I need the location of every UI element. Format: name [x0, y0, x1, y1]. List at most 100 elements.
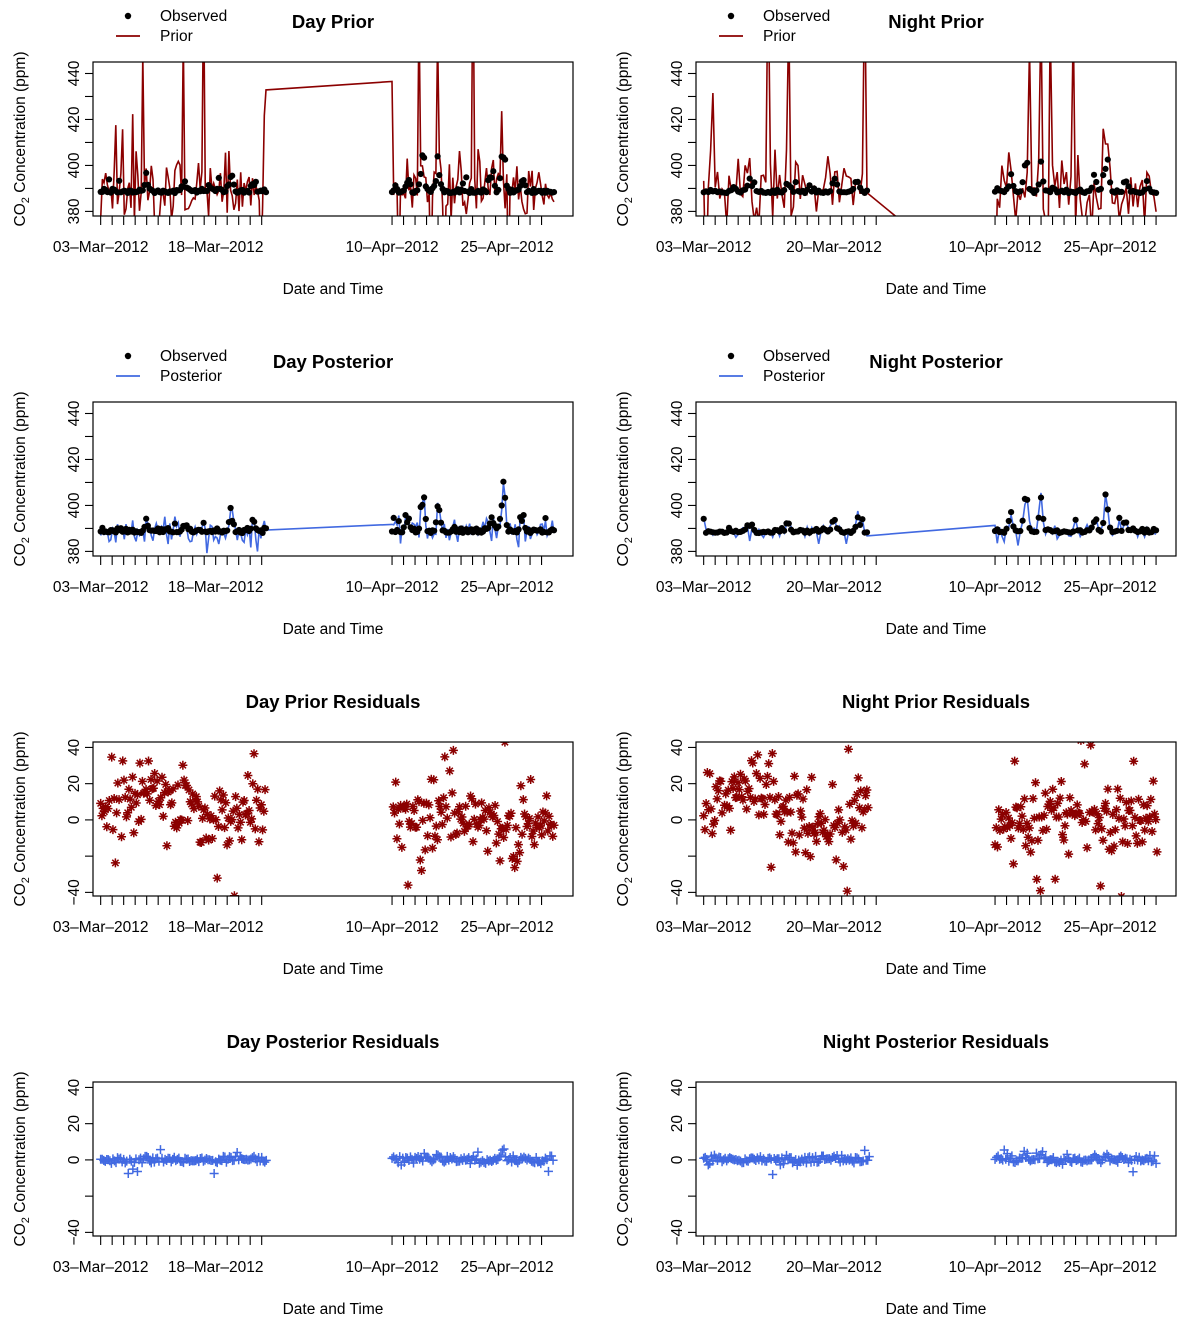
residual-marker: [856, 786, 866, 796]
residual-marker: [392, 834, 402, 844]
residual-marker: [132, 790, 142, 800]
observed-point: [395, 518, 402, 525]
residual-marker: [415, 855, 425, 865]
residual-marker: [1142, 801, 1152, 811]
observed-point: [522, 182, 529, 189]
residual-marker: [141, 784, 151, 794]
legend-observed-label: Observed: [763, 8, 830, 25]
residual-marker: [216, 795, 226, 805]
residual-marker: [123, 1169, 133, 1179]
observed-point: [854, 178, 861, 185]
residual-marker: [863, 803, 873, 813]
residual-marker: [724, 803, 734, 813]
residual-marker: [1050, 874, 1060, 884]
residual-marker: [412, 822, 422, 832]
residual-marker: [146, 774, 156, 784]
observed-point: [1024, 496, 1031, 503]
y-tick-label: 400: [66, 152, 83, 178]
observed-point: [857, 521, 864, 529]
observed-point: [171, 520, 178, 527]
residual-marker: [711, 782, 721, 792]
residual-marker: [767, 749, 777, 759]
x-tick-label: 18–Mar–2012: [168, 1259, 264, 1276]
residual-marker: [719, 719, 728, 728]
legend-model-label: Posterior: [160, 368, 222, 385]
y-tick-label: 20: [66, 775, 83, 793]
observed-point: [405, 515, 412, 522]
residual-marker: [243, 770, 253, 780]
residual-marker: [1000, 822, 1010, 832]
residual-marker: [846, 834, 856, 844]
residual-marker: [234, 809, 244, 819]
observed-point: [1033, 187, 1040, 194]
residual-marker: [845, 799, 855, 809]
residual-marker: [220, 823, 230, 833]
y-tick-label: 20: [669, 1115, 686, 1133]
observed-point: [496, 515, 504, 523]
residual-marker: [489, 811, 499, 821]
residual-marker: [466, 791, 476, 801]
series-line-posterior: [702, 492, 1157, 546]
observed-point: [517, 183, 524, 190]
observed-point: [496, 175, 504, 182]
panel-title: Night Posterior: [869, 351, 1003, 372]
observed-point: [827, 188, 834, 195]
observed-point: [1093, 516, 1100, 523]
residual-marker: [834, 805, 844, 815]
residual-marker: [124, 784, 134, 794]
residual-marker: [1128, 1167, 1138, 1177]
residual-marker: [991, 823, 1001, 833]
residual-marker: [164, 786, 174, 796]
observed-point: [1008, 171, 1015, 178]
residual-marker: [1134, 794, 1144, 804]
x-axis-label: Date and Time: [886, 961, 987, 978]
observed-point: [1090, 171, 1098, 178]
residual-marker: [215, 786, 225, 796]
plot-frame: [695, 401, 1177, 557]
residual-marker: [785, 792, 795, 802]
observed-point: [419, 501, 426, 508]
residual-marker: [994, 805, 1004, 815]
residual-marker: [499, 833, 509, 843]
y-tick-label: 400: [669, 152, 686, 178]
y-axis-label: CO2 Concentration (ppm): [615, 52, 635, 227]
residual-marker: [200, 803, 210, 813]
residual-marker: [441, 802, 451, 812]
x-tick-label: 25–Apr–2012: [1064, 239, 1157, 256]
residual-marker: [1102, 806, 1112, 816]
residual-marker: [120, 792, 130, 802]
observed-point: [834, 181, 841, 188]
residual-marker: [827, 779, 837, 789]
observed-point: [1097, 185, 1104, 192]
residual-marker: [1039, 810, 1049, 820]
residual-marker: [429, 775, 439, 785]
residual-marker: [465, 1158, 475, 1168]
observed-point: [542, 515, 549, 522]
observed-point: [1143, 178, 1150, 185]
residual-marker: [1080, 759, 1090, 769]
observed-point: [827, 526, 834, 533]
residual-marker: [1151, 815, 1161, 825]
observed-point: [432, 519, 439, 526]
observed-point: [781, 187, 788, 194]
observed-point: [748, 521, 756, 528]
residual-marker: [119, 775, 129, 785]
residual-marker: [197, 813, 207, 823]
residual-marker: [1148, 776, 1158, 786]
residual-marker: [510, 863, 520, 873]
residual-marker: [495, 856, 505, 866]
residual-marker: [135, 758, 145, 768]
y-tick-label: −40: [669, 1219, 686, 1246]
observed-point: [495, 186, 502, 193]
y-tick-label: 0: [669, 815, 686, 824]
x-tick-label: 10–Apr–2012: [345, 579, 438, 596]
residual-marker: [506, 808, 516, 818]
residual-marker: [496, 1150, 506, 1160]
residual-marker: [1032, 874, 1042, 884]
residual-marker: [805, 852, 815, 862]
residual-marker: [1006, 833, 1016, 843]
observed-point: [1088, 524, 1095, 531]
observed-point: [143, 169, 150, 176]
observed-point: [1116, 514, 1123, 522]
observed-point: [259, 529, 266, 537]
